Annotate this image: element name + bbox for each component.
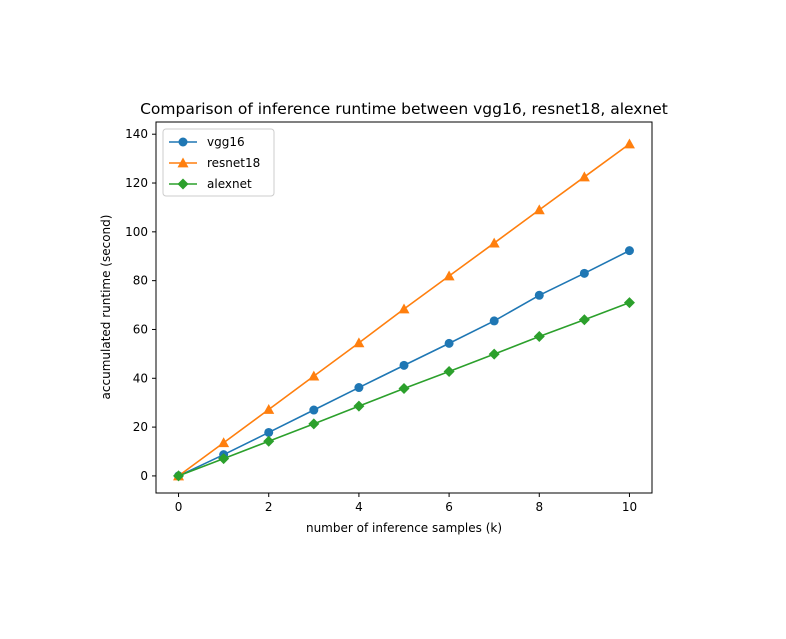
plot-area-frame — [155, 121, 653, 494]
data-point-resnet18 — [578, 171, 590, 182]
data-point-resnet18 — [443, 270, 455, 281]
y-tick-label: 120 — [125, 176, 148, 190]
y-tick-label: 60 — [133, 322, 148, 336]
data-point-vgg16 — [624, 246, 634, 256]
x-axis-label: number of inference samples (k) — [306, 521, 502, 535]
legend-item-resnet18: resnet18 — [169, 156, 260, 170]
data-point-vgg16 — [444, 338, 454, 348]
legend-label: resnet18 — [207, 156, 260, 170]
data-point-vgg16 — [534, 290, 544, 300]
legend: vgg16 resnet18 alexnet — [162, 128, 275, 197]
data-point-vgg16 — [354, 383, 364, 393]
series-vgg16 — [174, 246, 634, 481]
data-point-resnet18 — [398, 303, 410, 314]
data-point-resnet18 — [218, 437, 230, 448]
legend-item-vgg16: vgg16 — [169, 135, 245, 149]
y-tick-label: 100 — [125, 225, 148, 239]
y-tick-label: 80 — [133, 274, 148, 288]
data-point-alexnet — [218, 453, 230, 465]
data-point-alexnet — [263, 435, 275, 447]
x-tick-label: 6 — [445, 500, 453, 514]
legend-marker — [178, 137, 188, 147]
y-tick-label: 0 — [140, 469, 148, 483]
y-tick-label: 20 — [133, 420, 148, 434]
legend-label: vgg16 — [207, 135, 245, 149]
legend-marker — [177, 157, 189, 168]
legend-box — [162, 128, 275, 197]
x-tick-label: 4 — [355, 500, 363, 514]
legend-item-alexnet: alexnet — [169, 177, 252, 191]
y-tick-label: 40 — [133, 371, 148, 385]
legend-label: alexnet — [207, 177, 252, 191]
x-ticks: 0 2 4 6 8 10 — [175, 493, 637, 514]
data-point-alexnet — [488, 348, 500, 360]
x-tick-label: 2 — [265, 500, 273, 514]
data-point-vgg16 — [489, 316, 499, 326]
x-tick-label: 10 — [622, 500, 637, 514]
data-point-alexnet — [308, 418, 320, 430]
data-point-alexnet — [443, 365, 455, 377]
data-point-vgg16 — [579, 268, 589, 278]
data-point-vgg16 — [399, 360, 409, 370]
x-tick-label: 8 — [535, 500, 543, 514]
data-point-alexnet — [533, 331, 545, 343]
data-point-alexnet — [398, 383, 410, 395]
data-point-resnet18 — [623, 138, 635, 149]
data-point-resnet18 — [353, 337, 365, 348]
series-resnet18 — [173, 138, 635, 481]
legend-marker — [177, 178, 189, 190]
series-alexnet — [173, 297, 635, 482]
data-point-alexnet — [353, 400, 365, 412]
y-axis-label: accumulated runtime (second) — [99, 215, 113, 400]
data-point-vgg16 — [264, 427, 274, 437]
x-tick-label: 0 — [175, 500, 183, 514]
data-point-resnet18 — [533, 204, 545, 215]
y-ticks: 0 20 40 60 80 100 120 140 — [125, 127, 156, 483]
data-point-alexnet — [578, 314, 590, 326]
data-point-resnet18 — [308, 370, 320, 381]
data-point-vgg16 — [309, 405, 319, 415]
data-point-alexnet — [173, 470, 185, 482]
data-point-resnet18 — [263, 404, 275, 414]
data-point-alexnet — [623, 297, 635, 309]
data-point-resnet18 — [488, 237, 500, 248]
y-tick-label: 140 — [125, 127, 148, 141]
chart-title: Comparison of inference runtime between … — [140, 100, 668, 118]
series-layer — [173, 138, 635, 482]
